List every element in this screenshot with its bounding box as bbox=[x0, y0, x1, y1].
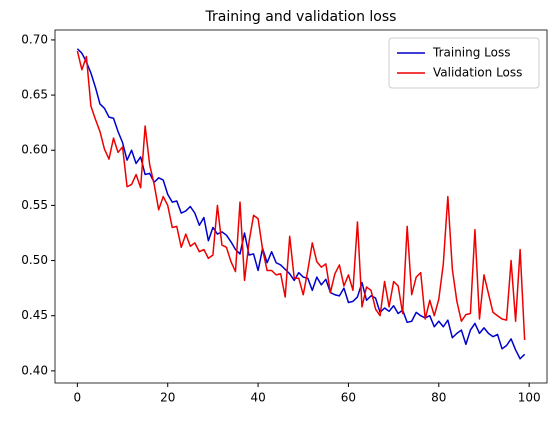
y-tick-label: 0.50 bbox=[21, 253, 48, 267]
x-tick-label: 40 bbox=[250, 391, 265, 405]
y-tick-label: 0.40 bbox=[21, 363, 48, 377]
x-tick-label: 20 bbox=[160, 391, 175, 405]
y-tick-label: 0.70 bbox=[21, 32, 48, 46]
x-tick-label: 80 bbox=[431, 391, 446, 405]
y-tick-label: 0.45 bbox=[21, 308, 48, 322]
legend-box bbox=[388, 37, 540, 89]
y-tick-label: 0.65 bbox=[21, 88, 48, 102]
chart-title: Training and validation loss bbox=[205, 9, 397, 25]
x-tick-label: 0 bbox=[74, 391, 82, 405]
axes-frame bbox=[54, 29, 548, 384]
line bbox=[76, 50, 526, 341]
y-tick-label: 0.55 bbox=[21, 198, 48, 212]
x-tick-label: 60 bbox=[341, 391, 356, 405]
y-tick-label: 0.60 bbox=[21, 143, 48, 157]
legend-label: Training Loss bbox=[432, 46, 510, 60]
x-tick-label: 100 bbox=[518, 391, 541, 405]
legend-label: Validation Loss bbox=[433, 66, 522, 80]
